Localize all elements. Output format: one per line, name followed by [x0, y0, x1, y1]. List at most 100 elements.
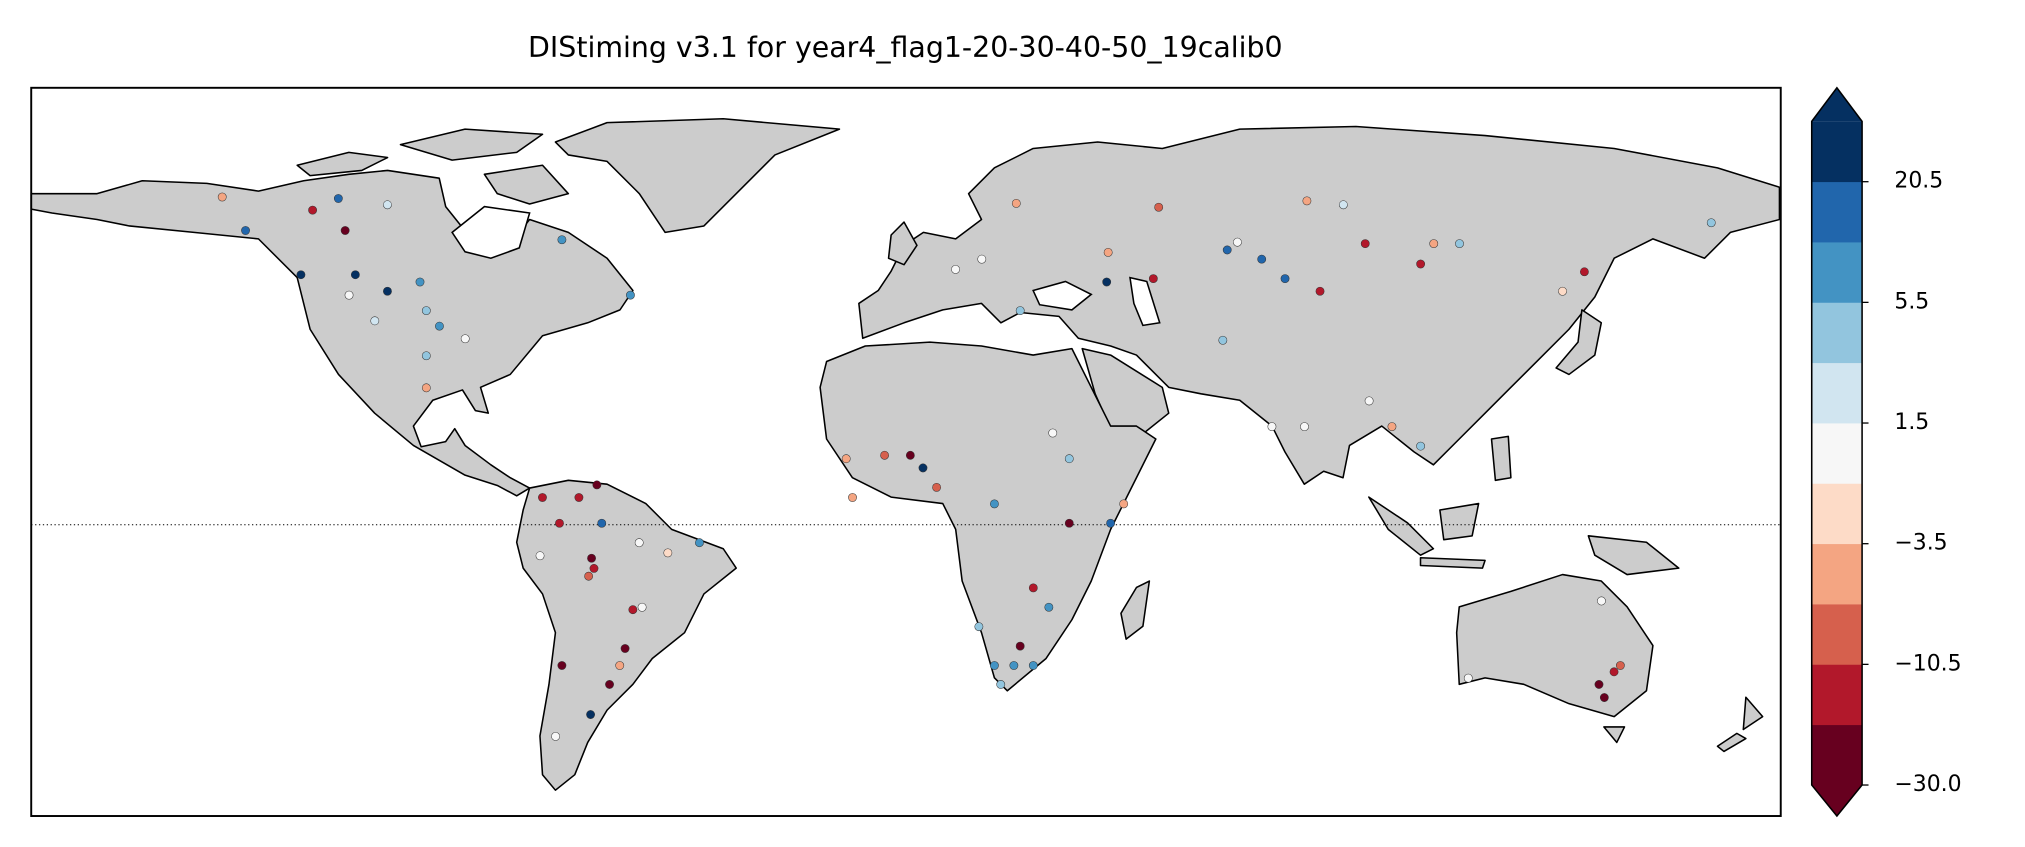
- station-point: [1302, 196, 1312, 206]
- station-point: [555, 518, 564, 528]
- colorbar-band: [1811, 242, 1863, 303]
- station-point: [435, 321, 444, 331]
- colorbar-band: [1811, 121, 1863, 183]
- station-point: [574, 493, 584, 502]
- colorbar-tick-label: 1.5: [1894, 410, 1929, 435]
- station-point: [586, 710, 595, 719]
- station-point: [1064, 518, 1074, 528]
- station-point: [1615, 661, 1625, 670]
- station-point: [695, 538, 704, 548]
- colorbar-band: [1811, 302, 1863, 364]
- station-point: [421, 351, 431, 361]
- station-point: [1429, 239, 1439, 249]
- land: [819, 341, 1157, 692]
- station-point: [848, 493, 857, 502]
- station-point: [1706, 218, 1716, 228]
- colorbar-band: [1811, 664, 1863, 726]
- station-point: [1102, 277, 1112, 287]
- land: [1120, 580, 1151, 640]
- land: [1439, 502, 1480, 541]
- map-title: DIStiming v3.1 for year4_flag1-20-30-40-…: [528, 31, 1283, 64]
- station-point: [460, 334, 470, 344]
- station-point: [1015, 641, 1025, 651]
- station-point: [1416, 259, 1426, 269]
- station-point: [383, 200, 392, 210]
- station-point: [1267, 422, 1277, 432]
- station-point: [1106, 518, 1115, 528]
- station-point: [538, 493, 547, 502]
- colorbar-band: [1811, 543, 1863, 605]
- colorbar-extend-top: [1811, 87, 1863, 122]
- station-point: [421, 383, 431, 393]
- station-point: [1119, 499, 1129, 509]
- station-point: [350, 270, 360, 280]
- station-point: [592, 480, 602, 490]
- station-point: [1594, 680, 1604, 689]
- station-point: [977, 254, 987, 264]
- station-point: [932, 482, 941, 492]
- land: [554, 118, 841, 234]
- station-point: [1558, 286, 1567, 296]
- station-point: [1455, 239, 1464, 249]
- station-point: [308, 205, 317, 215]
- station-point: [589, 564, 599, 573]
- map-frame: [30, 86, 1782, 817]
- map: [30, 86, 1782, 817]
- land: [1368, 496, 1435, 556]
- station-point: [1360, 239, 1370, 249]
- station-point: [990, 661, 999, 670]
- station-point: [1064, 454, 1074, 464]
- station-point: [1154, 202, 1164, 212]
- colorbar-tick-label: 20.5: [1894, 169, 1943, 194]
- station-point: [1300, 422, 1309, 432]
- station-point: [990, 499, 999, 509]
- station-point: [535, 551, 545, 561]
- station-point: [1609, 667, 1619, 677]
- land: [1555, 309, 1603, 376]
- station-point: [421, 306, 431, 316]
- station-point: [587, 553, 596, 563]
- station-point: [1597, 596, 1606, 606]
- station-point: [1148, 274, 1158, 283]
- station-point: [1048, 428, 1058, 438]
- colorbar-band: [1811, 724, 1863, 786]
- land: [1587, 535, 1680, 576]
- station-point: [628, 605, 638, 615]
- station-point: [1222, 245, 1232, 255]
- land: [1455, 573, 1654, 718]
- station-point: [1103, 247, 1113, 257]
- station-point: [415, 277, 425, 287]
- caspian-sea: [1129, 276, 1161, 327]
- colorbar-band: [1811, 483, 1863, 545]
- land: [399, 128, 544, 161]
- land: [483, 164, 570, 205]
- station-point: [626, 290, 635, 300]
- station-point: [1015, 306, 1025, 316]
- station-point: [1011, 198, 1021, 208]
- station-point: [1364, 396, 1374, 406]
- station-point: [1280, 274, 1290, 283]
- station-point: [1315, 286, 1325, 296]
- station-point: [615, 661, 625, 670]
- station-point: [951, 264, 960, 274]
- station-point: [974, 622, 984, 632]
- station-point: [584, 571, 594, 581]
- station-point: [551, 732, 560, 741]
- station-point: [1599, 693, 1609, 702]
- station-point: [1387, 422, 1397, 432]
- station-point: [905, 450, 915, 460]
- station-point: [557, 661, 567, 670]
- station-point: [634, 538, 644, 548]
- hudson-bay: [451, 205, 531, 260]
- land: [1419, 557, 1486, 569]
- station-point: [663, 548, 673, 558]
- station-point: [1257, 254, 1267, 264]
- station-point: [1233, 237, 1242, 247]
- colorbar-band: [1811, 604, 1863, 665]
- colorbar-band: [1811, 423, 1863, 484]
- station-point: [597, 518, 607, 528]
- station-point: [1580, 267, 1589, 277]
- station-point: [918, 463, 928, 473]
- station-point: [1218, 335, 1228, 345]
